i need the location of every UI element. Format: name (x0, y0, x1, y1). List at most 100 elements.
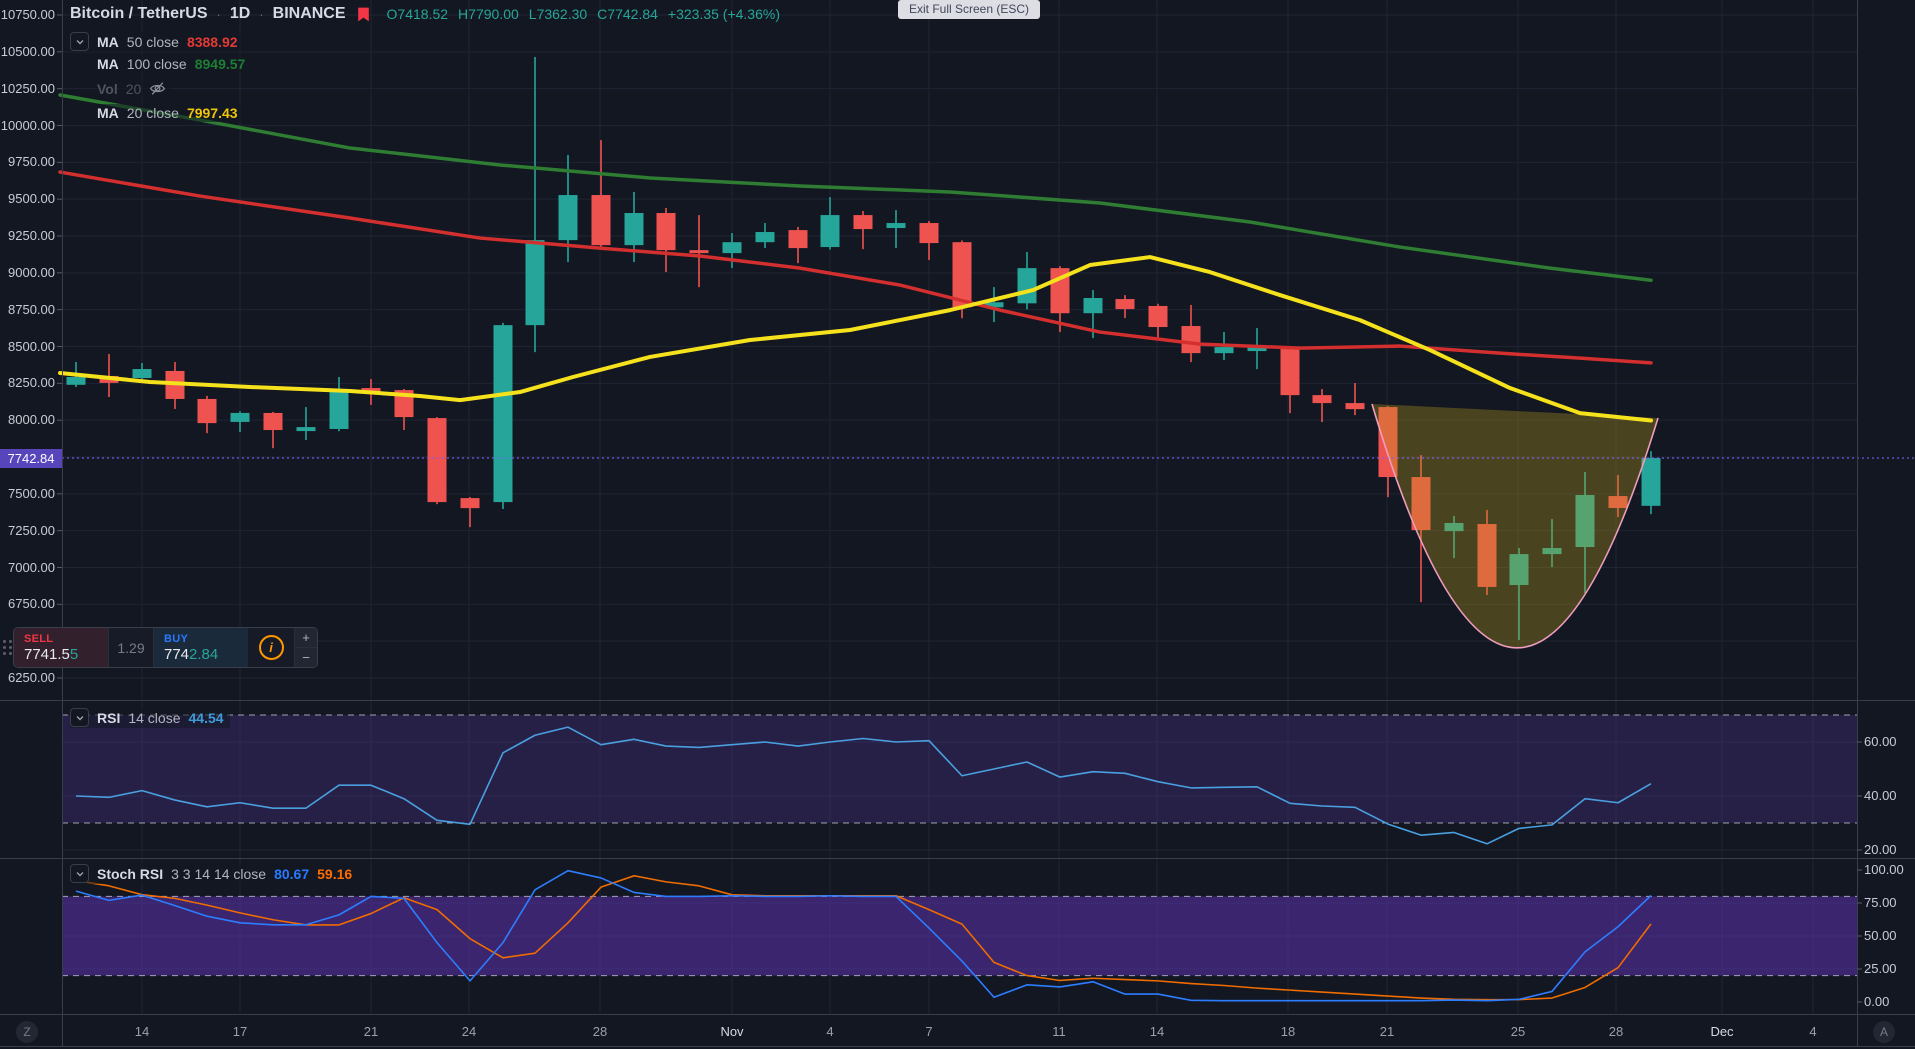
sell-label: SELL (24, 632, 54, 645)
time-axis-label: 18 (1280, 1024, 1296, 1039)
ma20-value: 7997.43 (186, 105, 238, 121)
time-axis-label: 11 (1052, 1024, 1066, 1039)
time-axis-label: 28 (592, 1024, 608, 1039)
ma50-name: MA (97, 33, 119, 50)
vol-name: Vol (97, 80, 118, 97)
stoch-params: 3 3 14 14 close (171, 865, 267, 882)
chevron-down-icon[interactable] (70, 708, 89, 727)
price-axis-label: 7000.00 (8, 559, 55, 575)
price-axis-label: 10500.00 (0, 43, 55, 59)
ma20-name: MA (97, 105, 119, 121)
ma50-value: 8388.92 (186, 33, 238, 50)
time-axis-label: 25 (1510, 1024, 1526, 1039)
rsi-name: RSI (97, 709, 121, 726)
ma100-legend-row[interactable]: MA 100 close 8949.57 (97, 55, 252, 73)
timezone-button[interactable]: Z (16, 1021, 38, 1043)
time-axis-label: 17 (232, 1024, 248, 1039)
interval-label[interactable]: 1D (229, 5, 251, 22)
time-axis-label: 4 (826, 1024, 834, 1039)
eye-off-icon[interactable] (149, 80, 166, 97)
price-axis-label: 9000.00 (8, 264, 55, 280)
buy-button[interactable]: BUY 7742.84 (154, 628, 248, 667)
price-axis-label: 8250.00 (8, 375, 55, 391)
stoch-axis-label: 75.00 (1864, 895, 1897, 910)
price-axis-label: 9750.00 (8, 154, 55, 170)
ma20-legend-row[interactable]: MA 20 close 7997.43 (97, 104, 244, 122)
price-axis-label: 9500.00 (8, 191, 55, 207)
vol-params: 20 (125, 80, 142, 97)
volume-legend-row[interactable]: Vol 20 (97, 79, 173, 98)
decrease-button[interactable]: − (295, 648, 317, 667)
price-change: +323.35 (+4.36%) (667, 6, 780, 22)
stoch-axis-label: 0.00 (1864, 994, 1890, 1009)
time-axis-label: 14 (134, 1024, 150, 1039)
time-axis-label: Nov (720, 1024, 744, 1039)
stoch-k-value: 80.67 (274, 865, 310, 882)
chevron-down-icon[interactable] (70, 32, 89, 51)
ohlc-close: C7742.84 (597, 6, 658, 22)
stoch-legend-row[interactable]: Stoch RSI 3 3 14 14 close 80.67 59.16 (70, 863, 359, 884)
info-icon: i (258, 635, 284, 660)
price-axis-label: 7250.00 (8, 522, 55, 538)
stoch-name: Stoch RSI (97, 865, 164, 882)
separator-dot: · (216, 6, 221, 22)
price-axis-label: 7500.00 (8, 485, 55, 501)
time-axis-label: Dec (1710, 1024, 1734, 1039)
exit-fullscreen-tooltip: Exit Full Screen (ESC) (898, 0, 1041, 19)
time-axis-label: 28 (1608, 1024, 1624, 1039)
rsi-axis-label: 60.00 (1864, 734, 1897, 749)
time-axis-label: 21 (363, 1024, 379, 1039)
time-axis-label: 7 (925, 1024, 933, 1039)
spread-value: 1.29 (108, 628, 154, 667)
price-axis-label: 10250.00 (0, 80, 55, 96)
time-axis-label: 24 (461, 1024, 477, 1039)
ma100-name: MA (97, 56, 119, 72)
ma100-params: 100 close (126, 56, 187, 72)
stoch-axis-label: 25.00 (1864, 961, 1897, 976)
ohlc-low: L7362.30 (528, 6, 588, 22)
time-axis-label: 21 (1379, 1024, 1395, 1039)
symbol-title[interactable]: Bitcoin / TetherUS (70, 5, 208, 22)
rsi-axis-label: 40.00 (1864, 788, 1897, 803)
rsi-params: 14 close (128, 709, 181, 726)
time-axis-label: 14 (1149, 1024, 1165, 1039)
symbol-header: Bitcoin / TetherUS · 1D · BINANCE O7418.… (70, 5, 780, 23)
rsi-value: 44.54 (188, 709, 224, 726)
price-axis-label: 6250.00 (8, 670, 55, 685)
ma100-value: 8949.57 (194, 56, 246, 72)
stoch-axis-label: 100.00 (1864, 862, 1904, 877)
sell-button[interactable]: SELL 7741.55 (14, 628, 108, 667)
price-axis-label: 9250.00 (8, 228, 55, 243)
ma50-legend-row[interactable]: MA 50 close 8388.92 (70, 31, 244, 52)
price-axis-label: 8500.00 (8, 338, 55, 354)
auto-scale-button[interactable]: A (1873, 1021, 1895, 1043)
drag-handle[interactable] (2, 633, 13, 663)
trade-widget: SELL 7741.55 1.29 BUY 7742.84 i + − (2, 627, 318, 668)
ohlc-open: O7418.52 (386, 6, 449, 22)
ma20-params: 20 close (126, 105, 179, 121)
rsi-axis-label: 20.00 (1864, 842, 1897, 857)
quantity-stepper: + − (294, 628, 317, 667)
rsi-legend-row[interactable]: RSI 14 close 44.54 (70, 707, 230, 728)
stoch-axis-label: 50.00 (1864, 928, 1897, 943)
sell-price: 7741.55 (24, 645, 79, 663)
buy-price: 7742.84 (164, 645, 219, 663)
separator-dot: · (259, 6, 264, 22)
exchange-label[interactable]: BINANCE (272, 5, 346, 22)
chevron-down-icon[interactable] (70, 864, 89, 883)
ohlc-high: H7790.00 (458, 6, 519, 22)
price-axis-label: 8750.00 (8, 301, 55, 317)
price-axis-label: 6750.00 (8, 596, 55, 612)
info-button[interactable]: i (248, 628, 294, 667)
last-price-label[interactable]: 7742.84 (0, 448, 62, 468)
price-axis-label: 8000.00 (8, 412, 55, 428)
time-axis-label: 4 (1809, 1024, 1817, 1039)
increase-button[interactable]: + (295, 628, 317, 648)
flag-icon[interactable] (355, 6, 372, 23)
stoch-d-value: 59.16 (317, 865, 353, 882)
price-axis-label: 10750.00 (0, 7, 55, 22)
ma50-params: 50 close (126, 33, 179, 50)
